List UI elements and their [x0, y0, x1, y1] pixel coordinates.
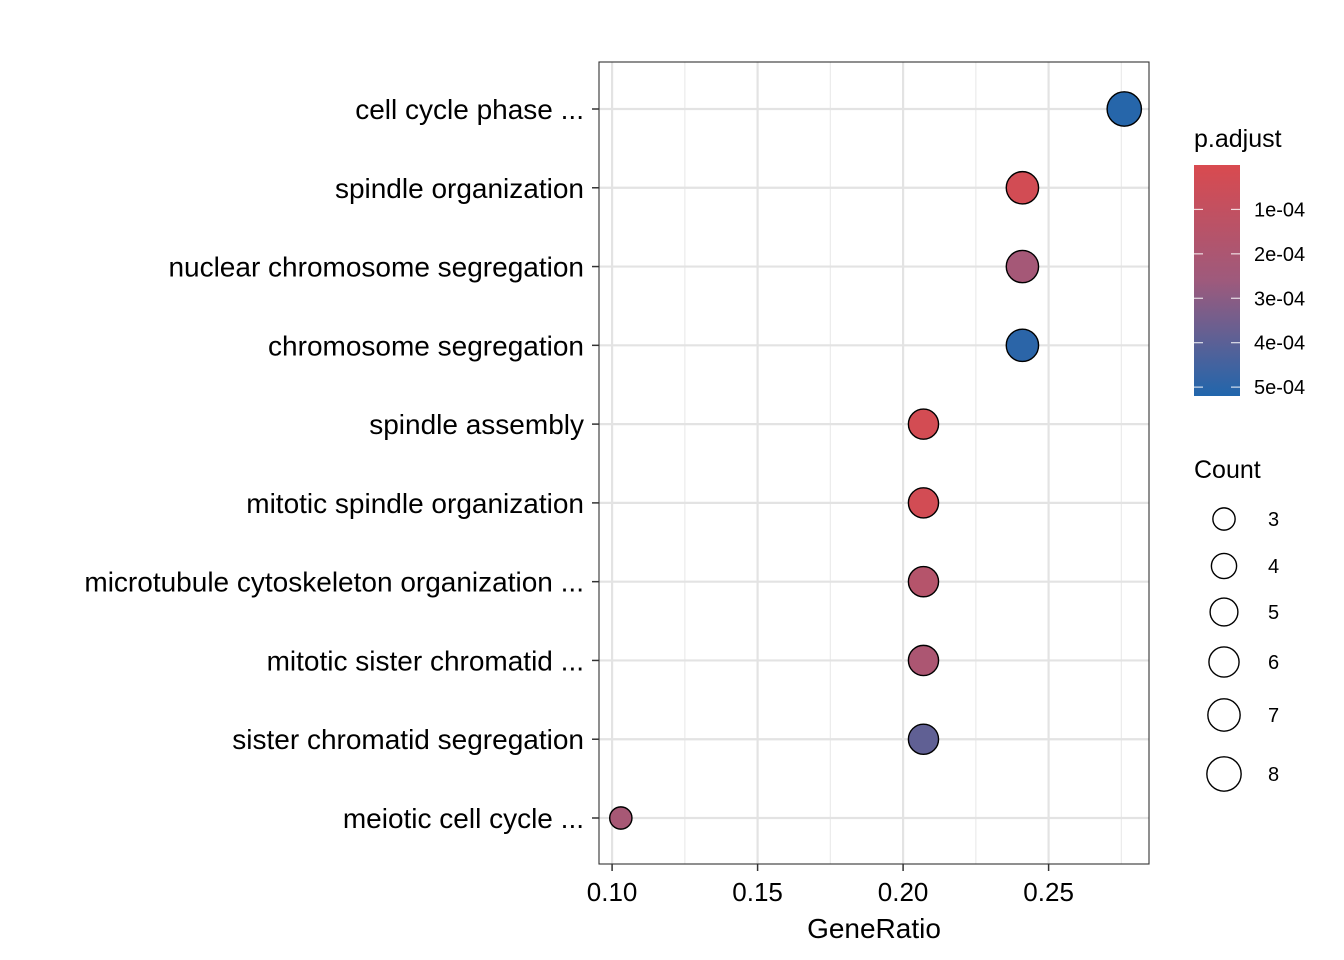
y-tick-label: mitotic spindle organization [246, 488, 584, 519]
grid-lines [599, 62, 1149, 864]
data-point [608, 806, 633, 830]
y-tick-label: nuclear chromosome segregation [168, 252, 584, 283]
size-legend-symbol [1210, 552, 1238, 580]
color-legend-label: 5e-04 [1254, 377, 1305, 399]
y-tick-label: mitotic sister chromatid ... [267, 645, 584, 676]
y-tick-label: spindle organization [335, 173, 584, 204]
y-tick-label: spindle assembly [369, 409, 584, 440]
data-points [608, 91, 1143, 830]
size-legend-symbol [1209, 597, 1239, 627]
plot-panel-border [598, 61, 1150, 865]
x-tick-label: 0.20 [878, 877, 929, 907]
size-legend-symbol [1212, 507, 1236, 531]
size-legend-label: 4 [1268, 556, 1279, 578]
y-tick-label: microtubule cytoskeleton organization ..… [84, 567, 584, 598]
size-legend-label: 6 [1268, 652, 1279, 674]
data-point [1106, 91, 1143, 127]
size-legend-label: 5 [1268, 602, 1279, 624]
data-point [1005, 249, 1040, 284]
y-tick-label: chromosome segregation [268, 330, 584, 361]
size-legend: Count 3 4 5 6 7 8 [1194, 456, 1279, 792]
data-point [907, 408, 940, 440]
data-point [907, 565, 940, 598]
data-point [1005, 328, 1040, 363]
color-legend: p.adjust 1e-04 2e-04 3e-04 4e-04 5e-04 [1194, 125, 1305, 399]
x-tick-label: 0.25 [1023, 877, 1074, 907]
x-tick-label: 0.15 [732, 877, 783, 907]
size-legend-symbol [1208, 646, 1240, 678]
y-tick-label: meiotic cell cycle ... [343, 803, 584, 834]
color-legend-label: 1e-04 [1254, 199, 1305, 221]
color-legend-bar [1194, 165, 1240, 396]
color-legend-label: 2e-04 [1254, 244, 1305, 266]
x-tick-label: 0.10 [587, 877, 638, 907]
y-tick-label: cell cycle phase ... [355, 94, 584, 125]
color-legend-title: p.adjust [1194, 125, 1282, 153]
y-tick-label: sister chromatid segregation [232, 724, 584, 755]
size-legend-symbol [1207, 698, 1241, 732]
x-axis: 0.10 0.15 0.20 0.25 [587, 864, 1074, 907]
color-legend-label: 4e-04 [1254, 333, 1305, 355]
size-legend-label: 7 [1268, 705, 1279, 727]
color-legend-label: 3e-04 [1254, 288, 1305, 310]
data-point [907, 644, 940, 677]
size-legend-label: 8 [1268, 764, 1279, 786]
x-axis-title: GeneRatio [807, 913, 941, 944]
y-axis: cell cycle phase ... spindle organization… [84, 94, 599, 834]
size-legend-title: Count [1194, 456, 1261, 484]
size-legend-label: 3 [1268, 509, 1279, 531]
data-point [1005, 170, 1040, 205]
data-point [907, 723, 940, 755]
data-point [907, 487, 940, 519]
size-legend-symbol [1206, 756, 1242, 792]
